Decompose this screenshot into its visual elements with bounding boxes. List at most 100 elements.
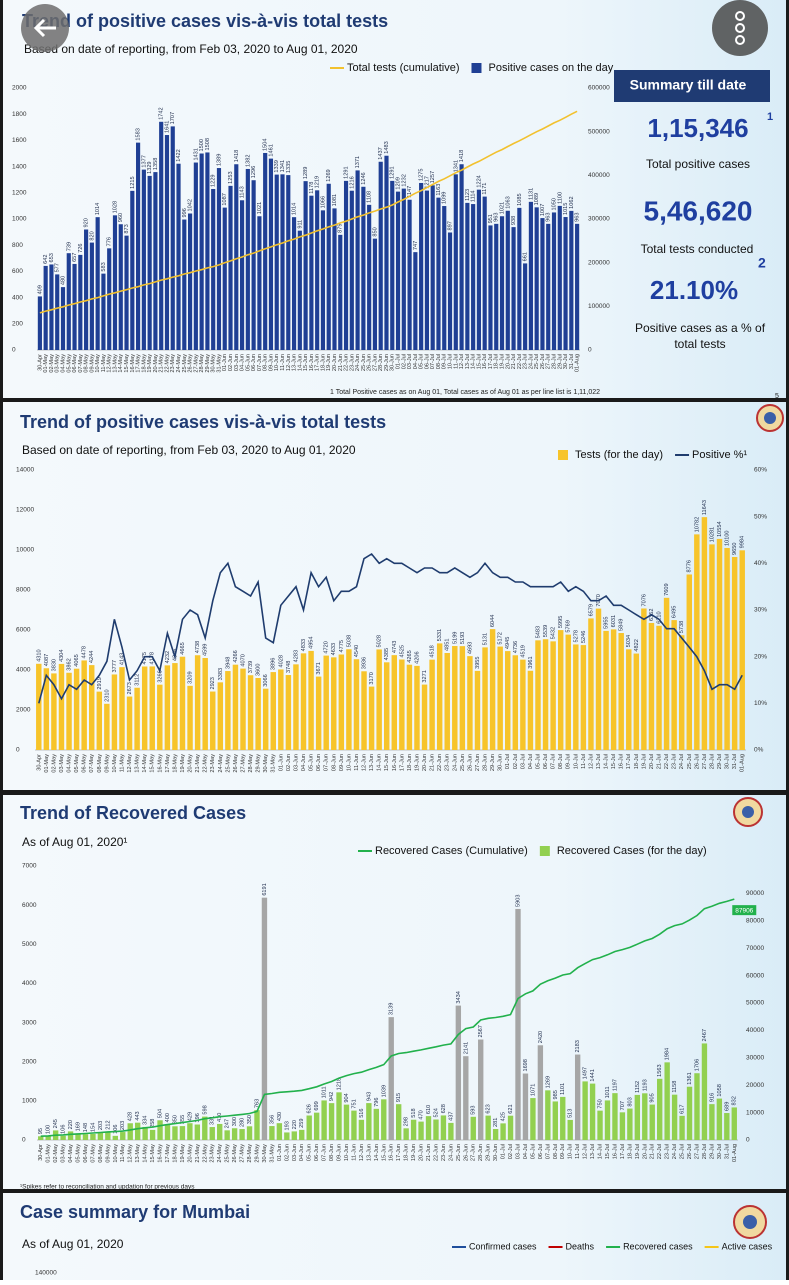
y2-tick-label: 90000 — [746, 890, 764, 897]
x-tick-label: 19-Jul — [500, 354, 506, 369]
bar — [406, 664, 413, 750]
x-tick-label: 25-Jun — [361, 354, 367, 371]
x-tick-label: 15-Jun — [303, 354, 309, 371]
bar — [557, 205, 562, 350]
x-tick-label: 25-May — [182, 354, 188, 373]
data-label: 897 — [448, 221, 454, 230]
x-tick-label: 01-Jul — [501, 1144, 507, 1159]
x-tick-label: 24-May — [218, 754, 224, 773]
y-tick-label: 1000 — [12, 216, 27, 223]
data-label: 247 — [225, 1119, 231, 1128]
bar — [291, 217, 297, 350]
data-label: 1058 — [717, 1084, 723, 1096]
data-label: 915 — [396, 1093, 402, 1102]
x-tick-label: 20-May — [153, 354, 159, 373]
x-tick-label: 05-Jun — [309, 754, 315, 771]
x-tick-label: 25-Jul — [680, 1144, 686, 1159]
data-label: 5131 — [483, 633, 489, 645]
bar — [447, 232, 453, 350]
bar — [739, 550, 745, 750]
bar — [657, 1078, 663, 1140]
bar — [37, 296, 42, 350]
bar — [276, 1123, 283, 1140]
x-tick-label: 05-May — [66, 354, 72, 373]
x-tick-label: 26-Jul — [694, 754, 700, 769]
menu-button[interactable] — [712, 0, 768, 56]
x-tick-label: 26-Jun — [467, 754, 473, 771]
line — [40, 898, 735, 1137]
x-tick-label: 17-May — [165, 754, 171, 773]
x-tick-label: 30-May — [262, 1144, 268, 1163]
bar — [269, 1126, 275, 1140]
bar — [101, 273, 106, 350]
legend-label: Total tests (cumulative) — [347, 62, 459, 74]
x-tick-label: 01-Jun — [277, 1144, 283, 1161]
data-label: 4065 — [74, 654, 80, 666]
data-label: 5038 — [346, 635, 352, 647]
bar — [523, 263, 528, 350]
y2-tick-label: 60% — [754, 467, 767, 474]
bar — [679, 1115, 685, 1140]
x-tick-label: 13-May — [135, 1144, 141, 1163]
bar — [205, 152, 210, 350]
data-label: 4736 — [513, 641, 519, 653]
data-label: 1193 — [642, 1079, 648, 1091]
bar — [724, 1113, 730, 1140]
data-label: 428 — [128, 1112, 134, 1121]
data-label: 1215 — [130, 176, 136, 188]
bar — [459, 164, 464, 350]
data-label: 1071 — [530, 1084, 536, 1096]
x-tick-label: 30-Jun — [493, 1144, 499, 1161]
x-tick-label: 10-Jul — [573, 754, 579, 769]
x-tick-label: 30-Apr — [38, 1144, 44, 1161]
y2-tick-label: 40000 — [746, 1027, 764, 1034]
x-tick-label: 29-May — [254, 1144, 260, 1163]
x-tick-label: 15-May — [150, 754, 156, 773]
data-label: 4519 — [520, 645, 526, 657]
bar — [574, 1054, 581, 1140]
x-tick-label: 16-Jun — [392, 754, 398, 771]
data-label: 1253 — [228, 171, 234, 183]
data-label: 3948 — [225, 657, 231, 669]
x-tick-label: 07-Jun — [324, 754, 330, 771]
bar — [430, 185, 435, 350]
data-label: 2310 — [104, 689, 110, 701]
chart-subtitle: Based on date of reporting, from Feb 03,… — [22, 443, 356, 457]
summary-value: 5,46,620 — [644, 195, 753, 226]
bar — [149, 1129, 156, 1140]
y2-tick-label: 200000 — [588, 259, 610, 266]
emblem — [743, 1215, 757, 1229]
data-label: 3600 — [256, 664, 262, 676]
back-button[interactable] — [21, 4, 69, 52]
bar — [104, 703, 110, 750]
bar — [648, 622, 655, 750]
x-tick-label: 12-Jul — [588, 754, 594, 769]
bar — [130, 190, 135, 350]
bar — [254, 1110, 260, 1140]
legend-label: Recovered Cases (for the day) — [557, 845, 707, 857]
x-tick-label: 20-Jun — [332, 354, 338, 371]
x-tick-label: 26-Jul — [687, 1144, 693, 1159]
data-label: 1497 — [583, 1067, 589, 1079]
bar — [724, 548, 730, 750]
data-label: 6191 — [262, 883, 268, 895]
bar — [84, 229, 89, 350]
bar — [560, 1096, 566, 1140]
bar — [476, 189, 481, 350]
bar — [164, 135, 170, 350]
x-tick-label: 07-May — [90, 1144, 96, 1163]
data-label: 1039 — [381, 1085, 387, 1097]
bar — [172, 1126, 178, 1140]
bar — [278, 669, 284, 750]
data-label: 1152 — [635, 1081, 641, 1093]
x-tick-label: 28-Jul — [709, 754, 715, 769]
x-tick-label: 25-Jul — [534, 354, 540, 369]
x-tick-label: 03-May — [59, 754, 65, 773]
bar — [471, 204, 476, 350]
data-label: 331 — [210, 1116, 216, 1125]
data-label: 203 — [120, 1121, 126, 1130]
data-label: 4954 — [309, 636, 315, 648]
data-label: 524 — [433, 1108, 439, 1117]
bar — [381, 1099, 387, 1140]
x-tick-label: 09-May — [105, 1144, 111, 1163]
